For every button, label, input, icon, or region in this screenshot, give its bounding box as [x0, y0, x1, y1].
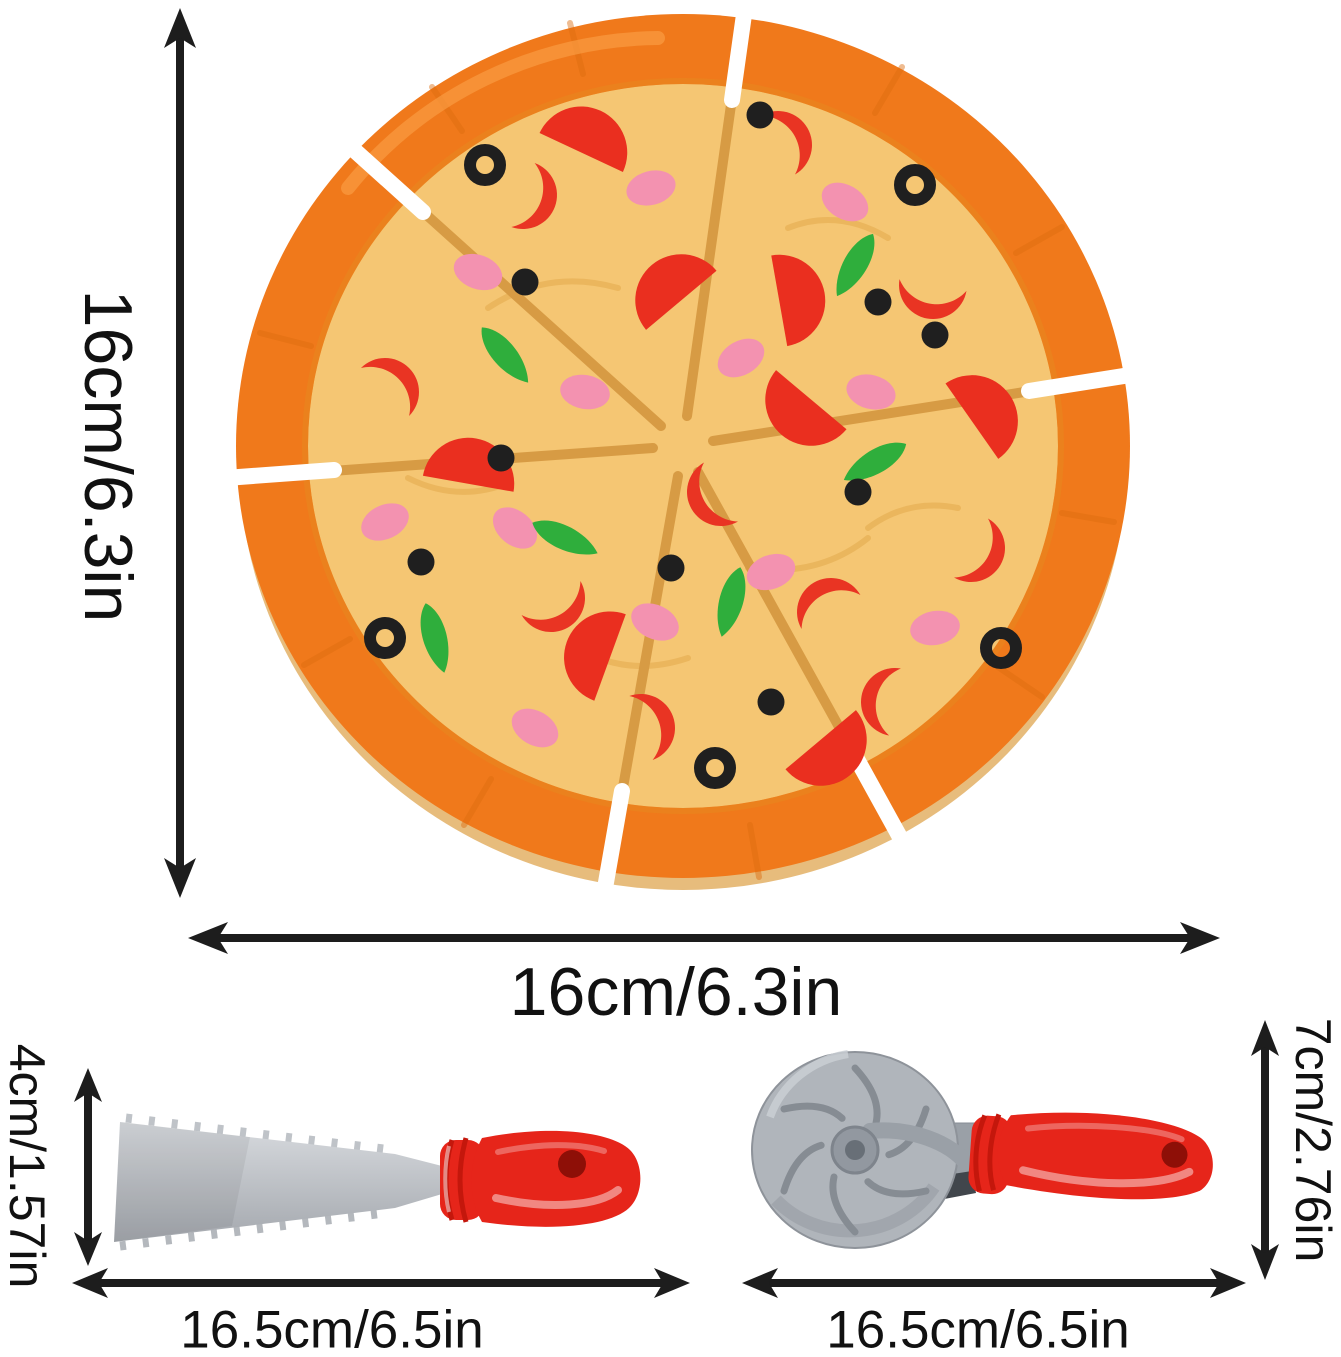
cutter-width-arrow	[742, 1268, 1246, 1298]
handle-hole	[558, 1150, 586, 1178]
spatula-collar	[440, 1137, 484, 1223]
spatula-width-arrow	[72, 1268, 690, 1298]
handle-hole	[1161, 1141, 1188, 1168]
toy-pizza-cutter-image	[751, 1050, 1213, 1249]
pizza-width-arrow	[188, 922, 1220, 954]
cutter-wheel	[751, 1050, 974, 1249]
pizza-height-arrow	[164, 8, 196, 898]
spatula-width-label: 16.5cm/6.5in	[180, 1300, 484, 1357]
toy-pizza-image	[228, 8, 1138, 898]
blade-facet	[114, 1122, 250, 1242]
crust-texture	[257, 20, 1117, 880]
spatula-height-label: 4cm/1.57in	[0, 1043, 55, 1289]
cutter-height-arrow	[1251, 1020, 1279, 1280]
wheel-guard-band	[862, 1122, 974, 1171]
cutter-width-label: 16.5cm/6.5in	[826, 1300, 1130, 1357]
cutter-height-label: 7cm/2.76in	[1285, 1017, 1341, 1263]
wheel-axle	[845, 1140, 865, 1160]
spatula-handle	[471, 1130, 641, 1227]
pizza-width-label: 16cm/6.3in	[509, 954, 843, 1030]
slice-rim-gaps	[228, 8, 1138, 898]
toy-spatula-image	[114, 1113, 641, 1251]
pizza-height-label: 16cm/6.3in	[70, 289, 146, 623]
pizza-cheese	[308, 84, 1058, 808]
crust-highlight	[341, 31, 665, 195]
spatula-height-arrow	[74, 1068, 102, 1266]
cutter-handle	[968, 1112, 1213, 1200]
cheese-edge	[302, 78, 1064, 814]
spatula-blade	[114, 1122, 442, 1242]
